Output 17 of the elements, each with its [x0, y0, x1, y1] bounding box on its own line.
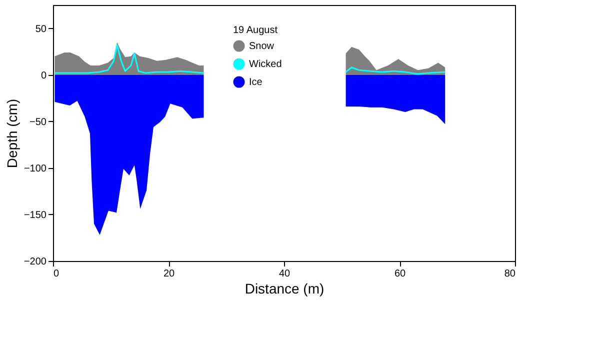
- legend-label: Ice: [249, 77, 263, 88]
- x-tick-label: 40: [278, 268, 290, 280]
- y-tick-label: −200: [24, 256, 47, 268]
- x-tick-label: 80: [504, 268, 516, 280]
- x-tick-label: 20: [163, 268, 175, 280]
- x-tick-label: 0: [54, 268, 60, 280]
- x-axis-title: Distance (m): [244, 280, 324, 296]
- legend-label: Wicked: [249, 59, 282, 70]
- legend-title: 19 August: [233, 25, 278, 36]
- y-tick-label: −50: [30, 116, 47, 128]
- x-tick-label: 60: [394, 268, 406, 280]
- y-tick-label: −100: [24, 163, 47, 174]
- y-tick-label: 0: [40, 70, 47, 82]
- legend-label: Snow: [249, 41, 275, 52]
- y-axis-title: Depth (cm): [4, 98, 20, 168]
- y-tick-label: 50: [35, 24, 47, 35]
- y-tick-label: −150: [24, 210, 47, 221]
